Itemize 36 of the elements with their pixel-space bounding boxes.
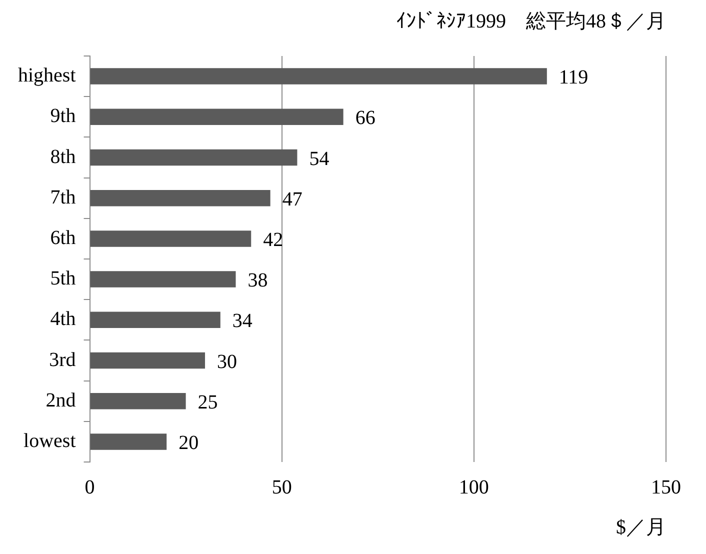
data-label: 25 [198, 391, 218, 414]
data-label: 119 [558, 66, 588, 89]
bar [90, 149, 298, 166]
bar [90, 312, 220, 328]
bar [90, 271, 236, 288]
bar [90, 392, 186, 410]
x-axis-title: $／月 [616, 516, 666, 538]
y-tick-label: 2nd [46, 389, 76, 412]
x-tick-label: 0 [84, 476, 95, 498]
data-label: 66 [355, 107, 376, 130]
y-tick-label: highest [18, 64, 76, 87]
x-tick-label: 100 [458, 476, 489, 498]
data-label: 20 [178, 432, 199, 454]
bar [90, 230, 252, 247]
data-label: 42 [263, 228, 284, 251]
x-tick-label: 50 [272, 476, 292, 498]
data-label: 30 [217, 350, 238, 373]
bar [90, 68, 547, 84]
y-tick-label: 6th [50, 226, 76, 249]
bar [90, 108, 344, 126]
y-tick-label: 5th [50, 268, 76, 290]
y-tick-label: 9th [50, 105, 76, 128]
y-tick-label: lowest [24, 430, 76, 452]
data-label: 47 [282, 188, 302, 210]
y-tick-label: 7th [50, 186, 76, 208]
y-tick-label: 8th [50, 146, 76, 168]
bar [90, 352, 206, 369]
y-tick-label: 3rd [49, 348, 76, 371]
chart-title: ｲﾝﾄﾞﾈｼｱ1999 総平均48＄／月 [396, 10, 666, 32]
data-label: 38 [248, 270, 268, 292]
x-tick-label: 150 [651, 476, 681, 498]
data-label: 34 [232, 310, 252, 332]
y-tick-label: 4th [50, 308, 76, 330]
bar [90, 190, 270, 206]
bar [90, 434, 167, 450]
data-label: 54 [309, 148, 330, 170]
